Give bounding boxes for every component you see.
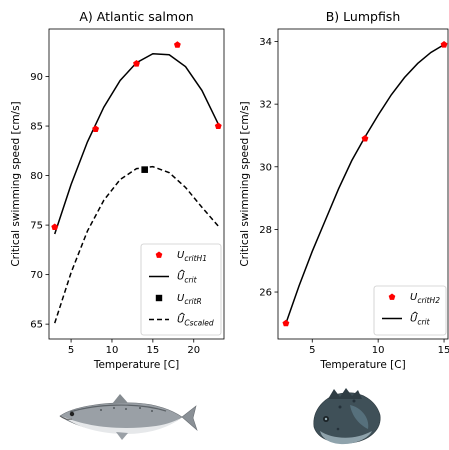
hat-accent: [179, 269, 185, 273]
plot-frame: [277, 28, 449, 340]
panel-lumpfish: B) Lumpfish 5 10 15 26 28 30 32 34 Temperature [C…: [239, 9, 449, 371]
atlantic-salmon-image: [59, 394, 198, 440]
legend-label-main: U: [177, 315, 185, 326]
legend-label: Ucrit: [410, 314, 431, 327]
panel-atlantic-salmon: A) Atlantic salmon 5 10 15 20 65 70 75 80 85 90 Tem…: [10, 9, 225, 371]
data-point-pentagon: [440, 41, 448, 48]
lumpfish-image: [313, 388, 381, 445]
legend-handle-square: [155, 294, 163, 302]
legend-label-main: U: [177, 250, 185, 261]
x-tick-label: 15: [146, 345, 159, 356]
y-tick-label: 70: [30, 270, 43, 281]
y-tick-label: 32: [259, 100, 272, 111]
data-point-pentagon: [133, 60, 140, 67]
legend-label-sub: critH1: [184, 254, 207, 263]
legend-label: UcritR: [177, 293, 202, 306]
x-tick-label: 5: [309, 345, 315, 356]
y-tick-label: 85: [30, 122, 43, 133]
data-point-pentagon: [51, 223, 59, 230]
legend-label-sub: crit: [184, 276, 197, 285]
series-line-3: [54, 165, 219, 324]
y-axis-label: Critical swimming speed [cm/s]: [239, 101, 251, 266]
legend-label-sub: crit: [417, 318, 430, 327]
y-tick-label: 34: [259, 37, 272, 48]
data-point-pentagon: [214, 122, 222, 129]
legend-label-sub: critH2: [417, 296, 440, 305]
legend-handle-pentagon: [388, 293, 396, 300]
series-line-1: [285, 44, 445, 324]
legend-label-sub: critR: [184, 297, 201, 306]
data-point-pentagon: [282, 319, 290, 327]
legend-label-main: U: [177, 272, 185, 283]
y-axis-label: Critical swimming speed [cm/s]: [10, 101, 22, 266]
legend-box: [140, 243, 222, 336]
data-point-pentagon: [92, 125, 100, 132]
chart-title: A) Atlantic salmon: [79, 9, 193, 24]
legend-label-main: U: [410, 314, 418, 325]
x-axis-label: Temperature [C]: [319, 359, 405, 371]
data-point-pentagon: [173, 41, 181, 48]
y-tick-label: 75: [30, 221, 43, 232]
legend-label: UcritH1: [177, 250, 207, 263]
x-tick-label: 10: [106, 345, 119, 356]
data-point-square: [141, 166, 148, 173]
data-point-pentagon: [361, 135, 369, 142]
legend-label: Ucrit: [177, 272, 198, 285]
chart-title: B) Lumpfish: [326, 9, 401, 24]
x-tick-label: 15: [438, 345, 449, 356]
y-tick-label: 90: [30, 72, 43, 83]
x-tick-label: 20: [187, 345, 200, 356]
y-tick-label: 80: [30, 171, 43, 182]
hat-accent: [179, 312, 185, 316]
y-tick-label: 28: [259, 225, 272, 236]
y-tick-label: 26: [259, 288, 272, 299]
legend-label: UCscaled: [177, 315, 214, 328]
legend-label-main: U: [177, 293, 185, 304]
legend-handle-pentagon: [155, 251, 163, 258]
series-line-1: [54, 52, 219, 235]
x-axis-label: Temperature [C]: [93, 359, 179, 371]
y-tick-label: 65: [30, 320, 43, 331]
legend-label: UcritH2: [410, 292, 440, 305]
y-tick-label: 30: [259, 162, 272, 173]
legend-label-main: U: [410, 292, 418, 303]
x-tick-label: 10: [372, 345, 385, 356]
legend-label-sub: Cscaled: [184, 319, 214, 328]
x-tick-label: 5: [68, 345, 74, 356]
hat-accent: [412, 311, 418, 315]
plot-frame: [48, 28, 225, 340]
